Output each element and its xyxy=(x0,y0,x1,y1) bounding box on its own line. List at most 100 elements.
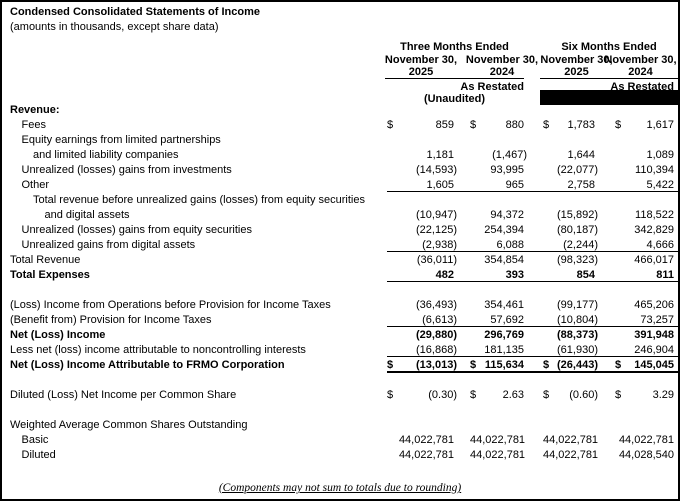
cell-value: (29,880) xyxy=(416,328,457,341)
cell-value: (10,804) xyxy=(557,313,598,326)
value-cell: 1,644 xyxy=(543,149,595,161)
value-cell: (15,892) xyxy=(543,209,598,221)
cell-value: (61,930) xyxy=(557,343,598,356)
cell-value: (80,187) xyxy=(557,223,598,236)
value-cell: $ (0.60) xyxy=(543,388,598,401)
table-row: Diluted 44,022,781 44,022,781 44,022,781 44,… xyxy=(2,447,678,462)
row-label: Less net (loss) income attributable to n… xyxy=(10,343,306,356)
value-cell: 1,089 xyxy=(615,149,674,161)
value-cell: 94,372 xyxy=(470,209,524,221)
value-cell: (6,613) xyxy=(387,313,457,326)
table-row: Basic 44,022,781 44,022,781 44,022,781 44,02… xyxy=(2,432,678,447)
row-label: Net (Loss) Income Attributable to FRMO C… xyxy=(10,358,285,371)
row-label: Net (Loss) Income xyxy=(10,328,106,341)
dollar-sign: $ xyxy=(470,358,477,371)
value-cell: (16,868) xyxy=(387,343,457,356)
cell-value: 465,206 xyxy=(634,298,674,311)
value-cell: $880 xyxy=(470,119,524,131)
table-row: Less net (loss) income attributable to n… xyxy=(2,342,678,357)
dollar-sign: $ xyxy=(543,388,550,401)
cell-value: (99,177) xyxy=(557,298,598,311)
value-cell: 44,022,781 xyxy=(615,434,674,446)
value-cell: $115,634 xyxy=(470,359,524,371)
cell-value: (13,013) xyxy=(416,358,457,371)
table-row: Diluted (Loss) Net Income per Common Sha… xyxy=(2,387,678,402)
value-cell: (1,467) xyxy=(470,148,527,161)
cell-value: 1,181 xyxy=(426,148,454,161)
value-cell: (10,804) xyxy=(543,313,598,326)
cell-value: (6,613) xyxy=(422,313,457,326)
value-cell: 482 xyxy=(387,269,454,281)
cell-value: 73,257 xyxy=(640,313,674,326)
as-restated-label-q: As Restated xyxy=(460,81,524,93)
value-cell: (88,373) xyxy=(543,328,598,341)
value-cell: 296,769 xyxy=(470,329,524,341)
cell-value: (16,868) xyxy=(416,343,457,356)
row-label: and limited liability companies xyxy=(33,148,179,161)
dollar-sign: $ xyxy=(543,358,550,371)
statement-title: Condensed Consolidated Statements of Inc… xyxy=(10,6,260,18)
value-cell: 4,666 xyxy=(615,239,674,251)
value-cell: (22,125) xyxy=(387,224,457,236)
table-row: Weighted Average Common Shares Outstandi… xyxy=(2,417,678,432)
value-cell: $859 xyxy=(387,119,454,131)
value-cell: 5,422 xyxy=(615,179,674,191)
table-row: Unrealized (losses) gains from equity se… xyxy=(2,222,678,237)
cell-value: 482 xyxy=(435,268,454,281)
value-cell: 93,995 xyxy=(470,164,524,176)
row-label: Total Expenses xyxy=(10,268,90,281)
table-row: Equity earnings from limited partnership… xyxy=(2,132,678,147)
dollar-sign: $ xyxy=(470,118,477,131)
cell-value: 44,022,781 xyxy=(470,448,526,461)
cell-value: 181,135 xyxy=(484,343,524,356)
value-cell: (99,177) xyxy=(543,298,598,311)
value-cell: (36,011) xyxy=(387,253,457,266)
row-label: (Benefit from) Provision for Income Taxe… xyxy=(10,313,212,326)
value-cell: (10,947) xyxy=(387,208,457,221)
cell-value: 57,692 xyxy=(490,313,524,326)
value-cell: (22,077) xyxy=(543,164,598,176)
value-cell: 2,758 xyxy=(543,179,595,191)
row-label: Weighted Average Common Shares Outstandi… xyxy=(10,418,248,431)
cell-value: (88,373) xyxy=(557,328,598,341)
table-row: Revenue: xyxy=(2,102,678,117)
cell-value: (98,323) xyxy=(557,253,598,266)
table-row: Total Expenses 482 393 854 811 xyxy=(2,267,678,282)
value-cell: 354,461 xyxy=(470,299,524,311)
cell-value: 965 xyxy=(505,178,524,191)
row-label: Diluted xyxy=(21,448,56,461)
column-group-rule-right xyxy=(540,78,678,79)
value-cell: 254,394 xyxy=(470,224,524,236)
row-label: (Loss) Income from Operations before Pro… xyxy=(10,298,331,311)
table-row: and limited liability companies 1,181 (1,4… xyxy=(2,147,678,162)
value-cell: $1,783 xyxy=(543,119,595,131)
column-year-3: 2025 xyxy=(564,65,589,78)
cell-value: 393 xyxy=(505,268,524,281)
value-cell: 354,854 xyxy=(470,254,524,266)
column-date-2: November 30, xyxy=(465,53,539,66)
value-cell: 342,829 xyxy=(615,224,674,236)
value-cell: 391,948 xyxy=(615,329,674,341)
cell-value: (36,011) xyxy=(416,253,457,266)
cell-value: (1,467) xyxy=(492,148,527,161)
cell-value: 246,904 xyxy=(634,343,674,356)
cell-value: 4,666 xyxy=(646,238,674,251)
value-cell: 110,394 xyxy=(615,164,674,176)
table-row: (Loss) Income from Operations before Pro… xyxy=(2,297,678,312)
value-cell: 181,135 xyxy=(470,344,524,356)
value-cell: 1,605 xyxy=(387,179,454,191)
cell-value: 811 xyxy=(656,268,674,281)
cell-value: (10,947) xyxy=(416,208,457,221)
cell-value: (36,493) xyxy=(416,298,457,311)
value-cell: (2,938) xyxy=(387,239,457,251)
row-label: Diluted (Loss) Net Income per Common Sha… xyxy=(10,388,237,401)
dollar-sign: $ xyxy=(615,358,622,371)
value-cell: (14,593) xyxy=(387,163,457,176)
dollar-sign: $ xyxy=(387,388,394,401)
cell-value: 44,022,781 xyxy=(470,433,526,446)
cell-value: (26,443) xyxy=(557,358,598,371)
value-cell: 44,022,781 xyxy=(543,449,598,461)
column-group-six-months: Six Months Ended xyxy=(561,41,657,53)
cell-value: 1,617 xyxy=(646,118,674,131)
cell-value: (14,593) xyxy=(416,163,457,176)
